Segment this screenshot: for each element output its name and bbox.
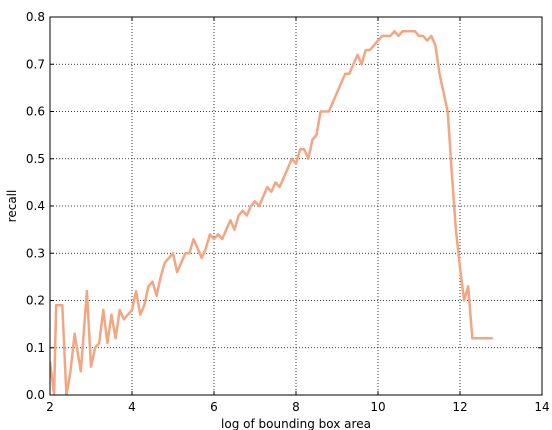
x-tick-label: 2: [46, 400, 54, 414]
y-tick-label: 0.3: [26, 246, 45, 260]
x-tick-label: 14: [534, 400, 549, 414]
y-tick-label: 0.0: [26, 388, 45, 402]
x-tick-label: 8: [292, 400, 300, 414]
y-tick-label: 0.7: [26, 57, 45, 71]
y-tick-label: 0.5: [26, 152, 45, 166]
x-tick-label: 10: [370, 400, 385, 414]
series-line: [50, 29, 493, 395]
x-tick-label: 12: [452, 400, 467, 414]
y-tick-label: 0.4: [26, 199, 45, 213]
grid: [49, 16, 543, 396]
series-layer: [50, 29, 493, 395]
x-tick-label: 6: [210, 400, 218, 414]
ticks: 2 4 6 8 10 12 14 0.0 0.1 0.2 0.3 0.4 0.5 0.6 0.7 0.8: [26, 10, 550, 414]
y-tick-label: 0.1: [26, 341, 45, 355]
y-tick-label: 0.2: [26, 294, 45, 308]
x-tick-label: 4: [128, 400, 136, 414]
y-axis-label: recall: [5, 190, 19, 223]
x-axis-label: log of bounding box area: [221, 417, 371, 430]
y-tick-label: 0.8: [26, 10, 45, 24]
y-tick-label: 0.6: [26, 105, 45, 119]
